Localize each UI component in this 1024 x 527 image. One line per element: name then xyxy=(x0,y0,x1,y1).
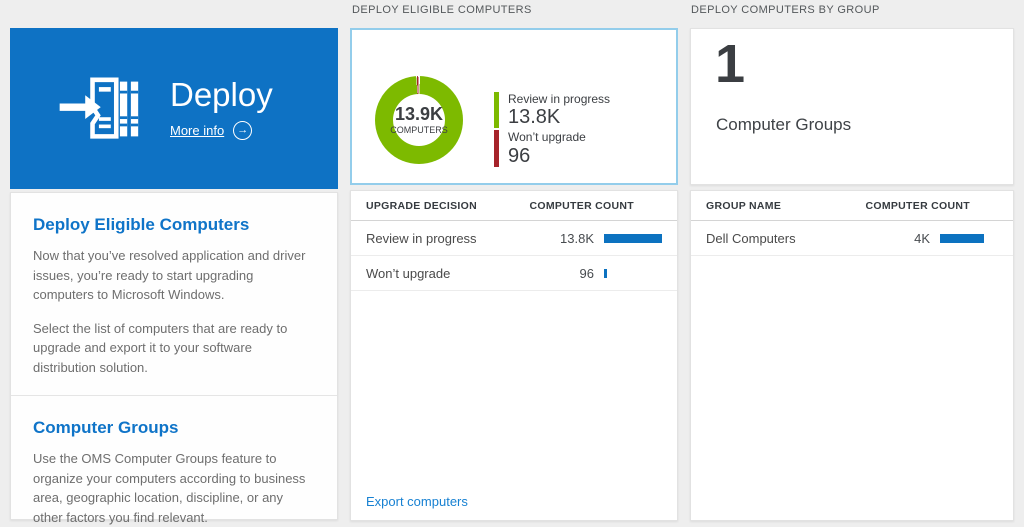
group-table: GROUP NAME COMPUTER COUNT Dell Computers… xyxy=(690,190,1014,521)
table-header: GROUP NAME COMPUTER COUNT xyxy=(691,191,1013,221)
divider xyxy=(11,395,337,396)
donut-legend: Review in progress 13.8K Won’t upgrade 9… xyxy=(494,92,610,169)
count-bar xyxy=(940,233,998,243)
legend-swatch-green xyxy=(494,92,499,129)
count-bar xyxy=(604,233,662,243)
export-computers-link[interactable]: Export computers xyxy=(366,494,468,509)
donut-chart[interactable]: 13.9K COMPUTERS xyxy=(375,76,463,164)
section-deploy-eligible: Deploy Eligible Computers Now that you’v… xyxy=(11,193,337,393)
donut-center-label: COMPUTERS xyxy=(390,125,448,135)
section-computer-groups: Computer Groups Use the OMS Computer Gro… xyxy=(11,396,337,527)
eligible-computers-card[interactable]: 13.9K COMPUTERS Review in progress 13.8K… xyxy=(350,28,678,185)
section-heading: Computer Groups xyxy=(33,418,179,437)
right-column-header: DEPLOY COMPUTERS BY GROUP xyxy=(691,4,880,16)
group-count: 1 xyxy=(715,34,746,94)
table-row-review-in-progress[interactable]: Review in progress 13.8K xyxy=(351,221,677,256)
legend-item-wont-upgrade: Won’t upgrade 96 xyxy=(494,130,610,167)
deploy-tile[interactable]: Deploy More info → xyxy=(10,28,338,189)
more-info-link[interactable]: More info xyxy=(170,123,225,139)
middle-column-header: DEPLOY ELIGIBLE COMPUTERS xyxy=(352,4,532,16)
tile-title: Deploy xyxy=(170,75,273,113)
donut-center: 13.9K COMPUTERS xyxy=(390,94,448,146)
count-bar xyxy=(604,268,662,278)
donut-center-value: 13.9K xyxy=(394,104,444,124)
section-paragraph: Now that you’ve resolved application and… xyxy=(33,248,306,302)
table-row-dell-computers[interactable]: Dell Computers 4K xyxy=(691,221,1013,256)
section-heading: Deploy Eligible Computers xyxy=(33,215,250,234)
legend-item-review-in-progress: Review in progress 13.8K xyxy=(494,92,610,129)
deploy-icon xyxy=(59,77,139,139)
section-paragraph: Use the OMS Computer Groups feature to o… xyxy=(33,451,306,525)
legend-swatch-red xyxy=(494,130,499,167)
table-header: UPGRADE DECISION COMPUTER COUNT xyxy=(351,191,677,221)
computer-groups-card[interactable]: 1 Computer Groups xyxy=(690,28,1014,185)
table-row-wont-upgrade[interactable]: Won’t upgrade 96 xyxy=(351,256,677,291)
group-count-label: Computer Groups xyxy=(716,115,852,134)
section-paragraph: Select the list of computers that are re… xyxy=(33,320,288,375)
arrow-circle-icon[interactable]: → xyxy=(233,121,253,141)
upgrade-decision-table: UPGRADE DECISION COMPUTER COUNT Review i… xyxy=(350,190,678,521)
info-panel: Deploy Eligible Computers Now that you’v… xyxy=(10,192,338,525)
